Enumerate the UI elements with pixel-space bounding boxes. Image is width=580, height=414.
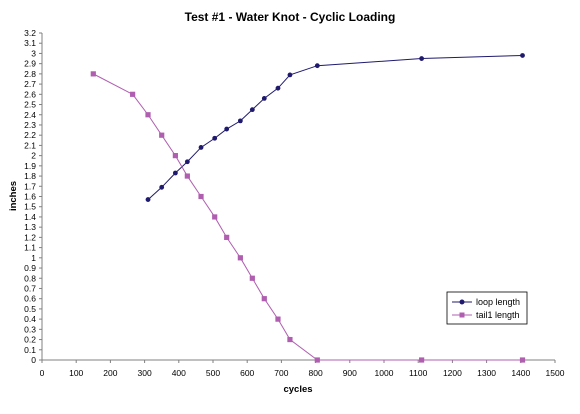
data-point-loop-length (237, 118, 243, 124)
data-point-tail1-length (419, 357, 425, 363)
data-point-tail1-length (314, 357, 320, 363)
y-axis-title: inches (8, 181, 19, 211)
series-line-loop-length (147, 54, 523, 200)
x-tick-label: 1100 (409, 368, 428, 378)
data-point-tail1-length (212, 214, 218, 220)
x-tick-label: 1000 (375, 368, 394, 378)
data-point-tail1-length (519, 357, 526, 363)
legend-marker-tail1-length (459, 312, 465, 318)
data-point-loop-length (275, 85, 281, 91)
y-tick-label: 1.9 (24, 161, 36, 171)
x-tick-label: 200 (103, 368, 117, 378)
x-ticks: 0 100 200 300 400 500 600 700 800 900 1000 1100 1200… (40, 360, 565, 378)
y-tick-label: 3.2 (24, 28, 36, 38)
y-tick-label: 0.6 (24, 294, 36, 304)
y-tick-label: 1 (31, 253, 36, 263)
y-tick-label: 1.7 (24, 181, 36, 191)
y-tick-label: 0.4 (24, 314, 36, 324)
data-point-tail1-length (145, 112, 151, 118)
data-point-loop-length (261, 96, 267, 101)
data-point-tail1-length (130, 91, 136, 97)
x-tick-label: 1400 (511, 368, 530, 378)
chart-title: Test #1 - Water Knot - Cyclic Loading (185, 10, 396, 24)
y-tick-label: 0.8 (24, 273, 36, 283)
y-tick-label: 0.7 (24, 283, 36, 293)
x-tick-label: 700 (274, 368, 288, 378)
data-point-tail1-length (261, 296, 267, 302)
x-axis-title: cycles (283, 384, 312, 395)
x-tick-label: 1500 (546, 368, 565, 378)
data-point-loop-length (198, 145, 204, 150)
y-tick-label: 2.2 (24, 130, 36, 140)
y-tick-label: 1.1 (24, 243, 36, 253)
y-tick-label: 1.2 (24, 232, 36, 242)
y-tick-label: 0.3 (24, 324, 36, 334)
y-tick-label: 2.7 (24, 79, 36, 89)
legend-label-loop-length: loop length (476, 297, 520, 307)
data-point-loop-length (249, 107, 255, 113)
data-point-loop-length (212, 135, 218, 141)
y-tick-label: 1.5 (24, 202, 36, 212)
data-point-tail1-length (249, 275, 255, 281)
plot-area: 00.10.20.30.40.50.60.70.80.911.11.21.31.… (24, 28, 565, 378)
data-point-tail1-length (172, 153, 178, 159)
x-tick-label: 400 (172, 368, 186, 378)
y-tick-label: 0.2 (24, 335, 36, 345)
y-tick-label: 3.1 (24, 38, 36, 48)
y-tick-label: 2.5 (24, 100, 36, 110)
legend-box (446, 291, 528, 325)
legend-marker-loop-length (459, 299, 465, 305)
y-tick-label: 1.3 (24, 222, 36, 232)
data-point-loop-length (184, 159, 190, 165)
x-tick-label: 600 (240, 368, 254, 378)
x-tick-label: 1300 (477, 368, 496, 378)
data-point-tail1-length (237, 255, 243, 261)
data-point-loop-length (145, 197, 151, 202)
x-tick-label: 900 (343, 368, 357, 378)
y-tick-label: 0.5 (24, 304, 36, 314)
y-tick-label: 0.1 (24, 345, 36, 355)
y-tick-label: 2.6 (24, 89, 36, 99)
y-tick-label: 2.8 (24, 69, 36, 79)
legend: loop length tail1 length (446, 291, 528, 325)
x-tick-label: 300 (138, 368, 152, 378)
data-point-loop-length (287, 72, 293, 78)
y-tick-label: 2.1 (24, 140, 36, 150)
x-tick-label: 0 (40, 368, 45, 378)
series-layer (90, 53, 526, 363)
y-tick-label: 2.4 (24, 110, 36, 120)
y-tick-label: 2 (31, 151, 36, 161)
data-point-loop-length (419, 56, 425, 61)
data-point-loop-length (520, 53, 525, 58)
data-point-tail1-length (287, 336, 293, 343)
y-ticks: 00.10.20.30.40.50.60.70.80.911.11.21.31.… (24, 28, 42, 365)
y-tick-label: 0.9 (24, 263, 36, 273)
data-point-tail1-length (275, 316, 281, 322)
data-point-tail1-length (184, 173, 190, 179)
x-tick-label: 100 (69, 368, 83, 378)
x-tick-label: 800 (309, 368, 323, 378)
y-tick-label: 1.6 (24, 192, 36, 202)
data-point-loop-length (172, 170, 178, 176)
y-tick-label: 1.4 (24, 212, 36, 222)
data-point-loop-length (314, 63, 320, 69)
data-point-loop-length (159, 184, 165, 190)
y-tick-label: 1.8 (24, 171, 36, 181)
x-tick-label: 500 (206, 368, 220, 378)
legend-label-tail1-length: tail1 length (476, 310, 520, 320)
y-tick-label: 2.9 (24, 59, 36, 69)
x-tick-label: 1200 (443, 368, 462, 378)
y-tick-label: 3 (31, 48, 36, 58)
y-tick-label: 2.3 (24, 120, 36, 130)
data-point-tail1-length (198, 193, 204, 200)
data-point-tail1-length (159, 132, 165, 138)
data-point-tail1-length (224, 234, 230, 240)
data-point-loop-length (224, 126, 230, 132)
data-point-tail1-length (90, 71, 96, 77)
y-tick-label: 0 (31, 355, 36, 365)
